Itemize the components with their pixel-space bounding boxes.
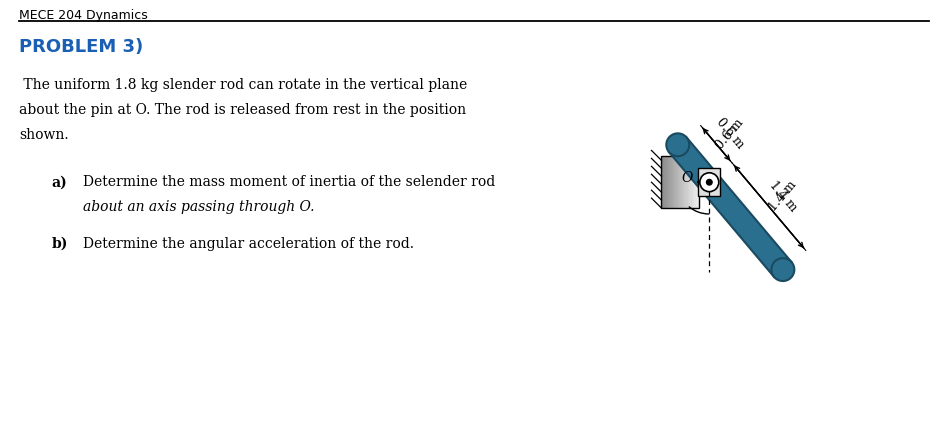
Bar [682,157,684,209]
Bar [673,157,674,209]
Text: b): b) [51,237,67,250]
Bar [683,157,684,209]
Bar [698,157,700,209]
Bar [689,157,691,209]
Bar [669,157,670,209]
Bar [663,157,665,209]
Bar [665,157,666,209]
Bar [679,157,681,209]
Bar [697,157,699,209]
Bar [685,157,687,209]
Bar [671,157,673,209]
Bar [675,157,677,209]
Bar [667,157,669,209]
Text: PROBLEM 3): PROBLEM 3) [19,38,143,56]
Bar [686,157,688,209]
Text: MECE 204 Dynamics: MECE 204 Dynamics [19,9,148,22]
Text: Determine the angular acceleration of the rod.: Determine the angular acceleration of th… [83,237,414,250]
Bar [664,157,665,209]
Circle shape [700,173,719,192]
Text: about the pin at O. The rod is released from rest in the position: about the pin at O. The rod is released … [19,102,466,116]
Text: Determine the mass moment of inertia of the selender rod: Determine the mass moment of inertia of … [83,175,496,189]
Bar [677,157,678,209]
Bar [670,157,672,209]
Text: 0.6 m: 0.6 m [714,116,747,151]
Bar [684,157,685,209]
Text: 0.6 m: 0.6 m [714,116,747,151]
Text: shown.: shown. [19,127,69,141]
Bar [693,157,695,209]
Circle shape [666,134,689,157]
Bar [678,157,680,209]
Circle shape [772,259,794,281]
Bar [662,157,663,209]
Bar [694,157,696,209]
Text: about an axis passing through O.: about an axis passing through O. [83,200,315,214]
Bar [692,157,693,209]
Bar [674,157,676,209]
Bar [662,157,700,209]
Bar [690,157,692,209]
Circle shape [706,180,712,186]
Text: 1.4 m: 1.4 m [766,178,799,214]
Text: 1.4 m: 1.4 m [766,178,799,214]
Polygon shape [669,138,792,277]
Bar [666,157,668,209]
Bar [688,157,689,209]
Bar [696,157,697,209]
Text: The uniform 1.8 kg slender rod can rotate in the vertical plane: The uniform 1.8 kg slender rod can rotat… [19,78,467,92]
Text: 40°: 40° [0,433,1,434]
Text: O: O [681,171,692,185]
Bar [699,169,720,197]
Bar [681,157,682,209]
Text: a): a) [51,175,67,189]
